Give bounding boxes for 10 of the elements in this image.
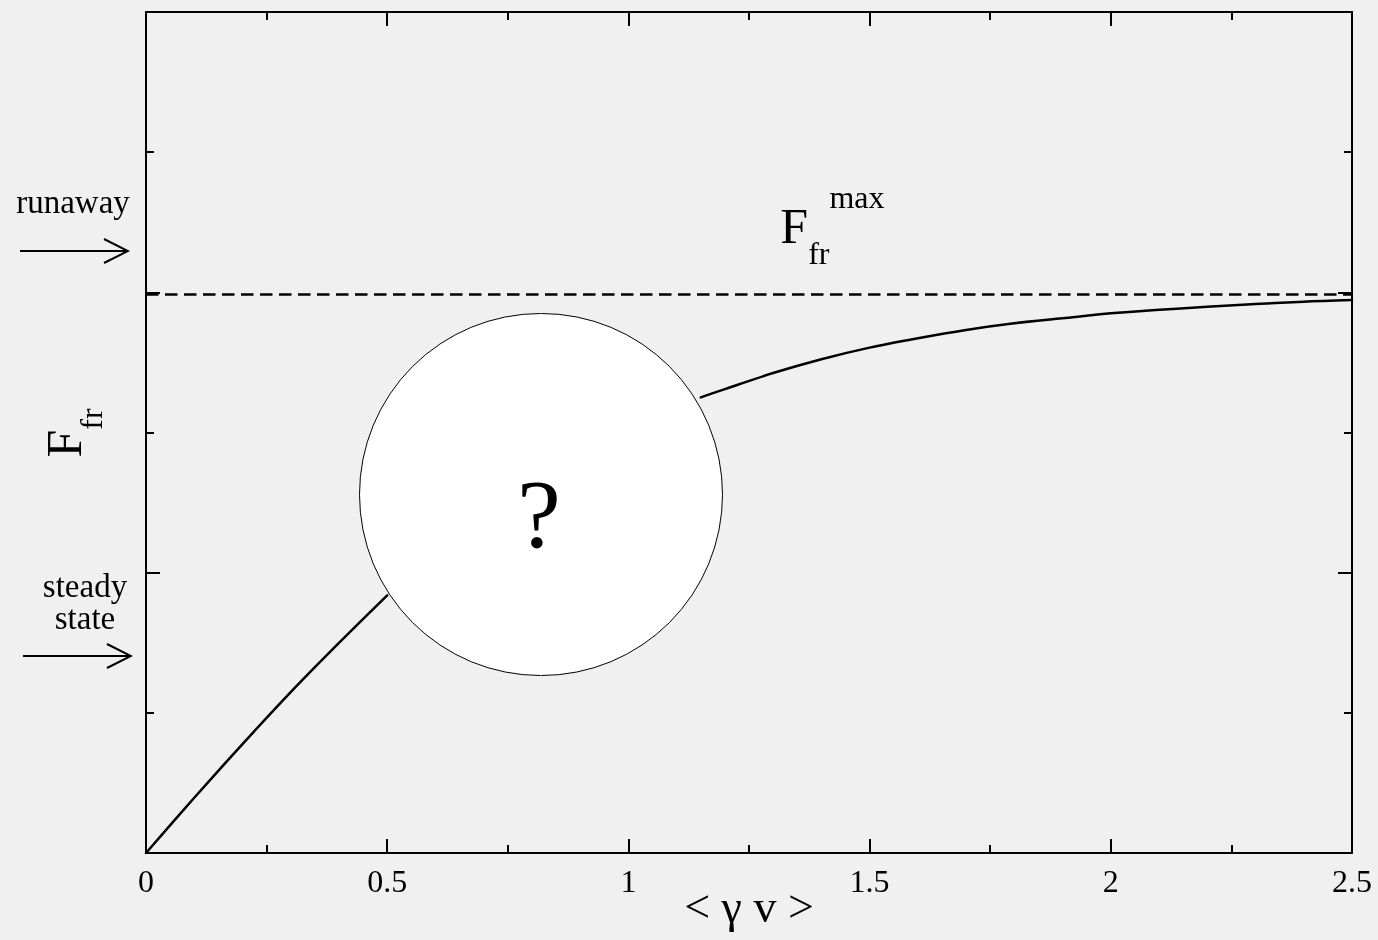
text: runaway: [15, 184, 131, 220]
x-tick-label: 0: [138, 863, 154, 899]
x-tick-label: 1: [620, 863, 637, 899]
x-axis-title: < γ v >: [684, 881, 814, 932]
x-tick-label: 2.5: [1332, 863, 1372, 899]
text: steady state: [41, 568, 129, 636]
x-tick-label: 2: [1102, 863, 1119, 899]
x-tick-label: 0.5: [367, 863, 408, 899]
annotation: ?: [517, 460, 561, 569]
x-tick-label: 1.5: [849, 863, 890, 899]
